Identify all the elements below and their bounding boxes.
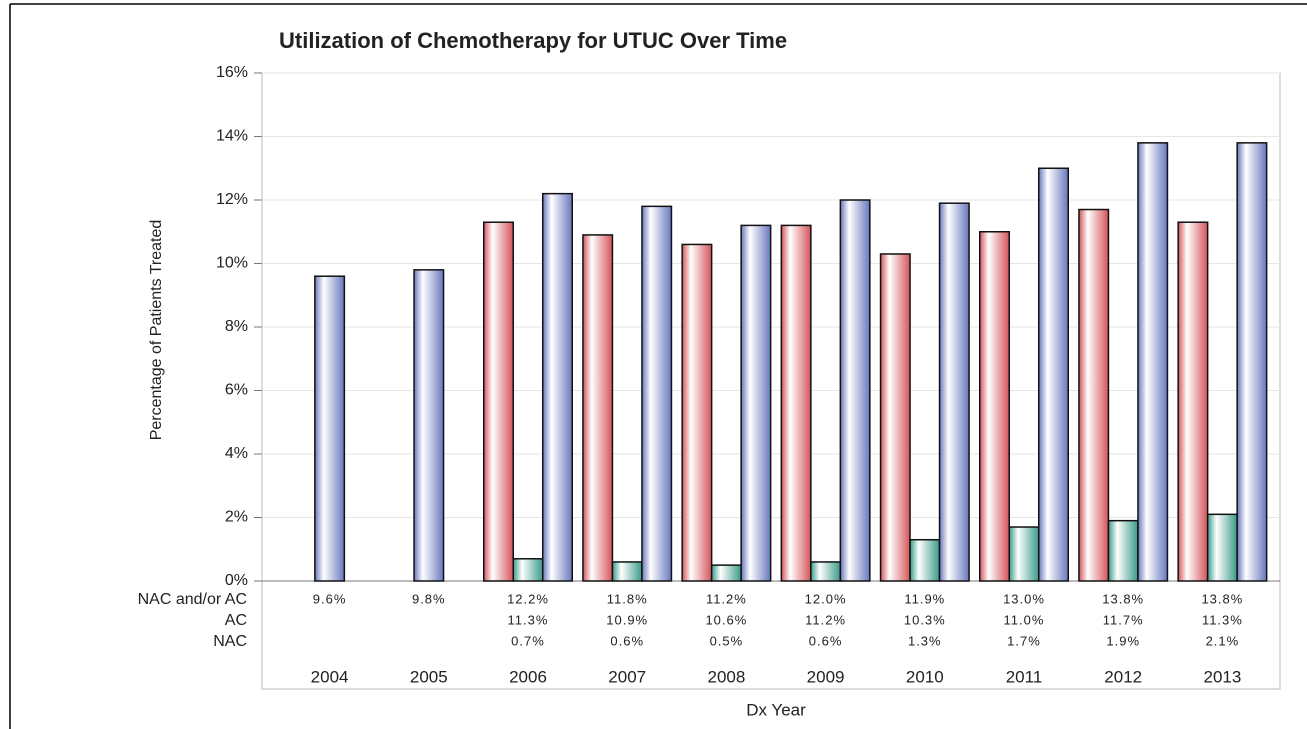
- bar: [780, 224, 812, 582]
- table-row-label: AC: [225, 612, 247, 629]
- y-tick-label: 6%: [225, 382, 248, 399]
- bar: [1137, 142, 1169, 582]
- bar: [979, 231, 1010, 582]
- value-label: 11.0%: [1004, 612, 1045, 627]
- x-tick-label: 2006: [509, 667, 547, 686]
- y-tick-label: 16%: [216, 64, 248, 81]
- bar: [1008, 526, 1040, 582]
- bar: [314, 275, 346, 582]
- table-row-label: NAC: [213, 633, 247, 650]
- bar: [1107, 519, 1139, 582]
- bar: [512, 558, 544, 582]
- y-axis-label: Percentage of Patients Treated: [148, 220, 165, 441]
- bar: [582, 234, 614, 582]
- y-tick-label: 12%: [216, 191, 248, 208]
- bar: [483, 221, 514, 582]
- value-label: 13.0%: [1003, 591, 1045, 606]
- bar: [810, 561, 842, 582]
- value-label: 11.9%: [904, 591, 945, 606]
- bar: [641, 205, 673, 582]
- value-label: 1.7%: [1007, 633, 1041, 648]
- bar: [710, 564, 742, 582]
- bar: [1206, 513, 1238, 582]
- x-tick-label: 2012: [1104, 667, 1142, 686]
- x-tick-label: 2010: [906, 667, 944, 686]
- bar: [938, 202, 970, 582]
- value-label: 0.6%: [809, 633, 843, 648]
- x-tick-label: 2013: [1203, 667, 1241, 686]
- bar: [1236, 142, 1268, 582]
- bar: [413, 269, 445, 582]
- value-label: 1.9%: [1106, 633, 1140, 648]
- x-tick-label: 2011: [1006, 667, 1043, 686]
- bar: [879, 253, 911, 582]
- x-tick-label: 2005: [410, 667, 448, 686]
- value-label: 1.3%: [908, 633, 942, 648]
- bar: [1038, 167, 1069, 582]
- bar: [611, 561, 643, 582]
- value-label: 11.2%: [706, 591, 747, 606]
- y-tick-label: 0%: [225, 572, 248, 589]
- value-label: 9.8%: [412, 591, 446, 606]
- value-label: 11.7%: [1103, 612, 1144, 627]
- y-tick-label: 10%: [216, 255, 248, 272]
- value-label: 11.3%: [508, 612, 549, 627]
- value-label: 12.0%: [805, 591, 847, 606]
- value-label: 11.8%: [607, 591, 648, 606]
- value-label: 10.6%: [705, 612, 747, 627]
- x-tick-label: 2008: [707, 667, 745, 686]
- y-tick-label: 2%: [225, 509, 248, 526]
- x-tick-label: 2004: [311, 667, 349, 686]
- x-tick-label: 2009: [807, 667, 845, 686]
- bar: [909, 538, 941, 582]
- value-label: 2.1%: [1206, 633, 1240, 648]
- y-tick-label: 4%: [225, 445, 248, 462]
- bar: [740, 224, 772, 582]
- x-axis-label: Dx Year: [746, 700, 806, 719]
- value-label: 10.9%: [606, 612, 648, 627]
- y-tick-label: 8%: [225, 318, 248, 335]
- table-row-label: NAC and/or AC: [138, 591, 247, 608]
- bar: [542, 192, 573, 582]
- value-label: 0.6%: [610, 633, 644, 648]
- x-tick-label: 2007: [608, 667, 646, 686]
- value-label: 13.8%: [1201, 591, 1243, 606]
- bar: [681, 243, 713, 582]
- value-label: 13.8%: [1102, 591, 1144, 606]
- value-label: 0.5%: [710, 633, 744, 648]
- bar: [839, 199, 871, 582]
- bar: [1177, 221, 1209, 582]
- value-label: 0.7%: [511, 633, 545, 648]
- bar: [1078, 208, 1110, 582]
- value-label: 12.2%: [507, 591, 549, 606]
- chart-title: Utilization of Chemotherapy for UTUC Ove…: [279, 28, 787, 53]
- value-label: 10.3%: [904, 612, 946, 627]
- value-label: 11.2%: [805, 612, 846, 627]
- value-label: 9.6%: [313, 591, 347, 606]
- y-tick-label: 14%: [216, 128, 248, 145]
- value-label: 11.3%: [1202, 612, 1243, 627]
